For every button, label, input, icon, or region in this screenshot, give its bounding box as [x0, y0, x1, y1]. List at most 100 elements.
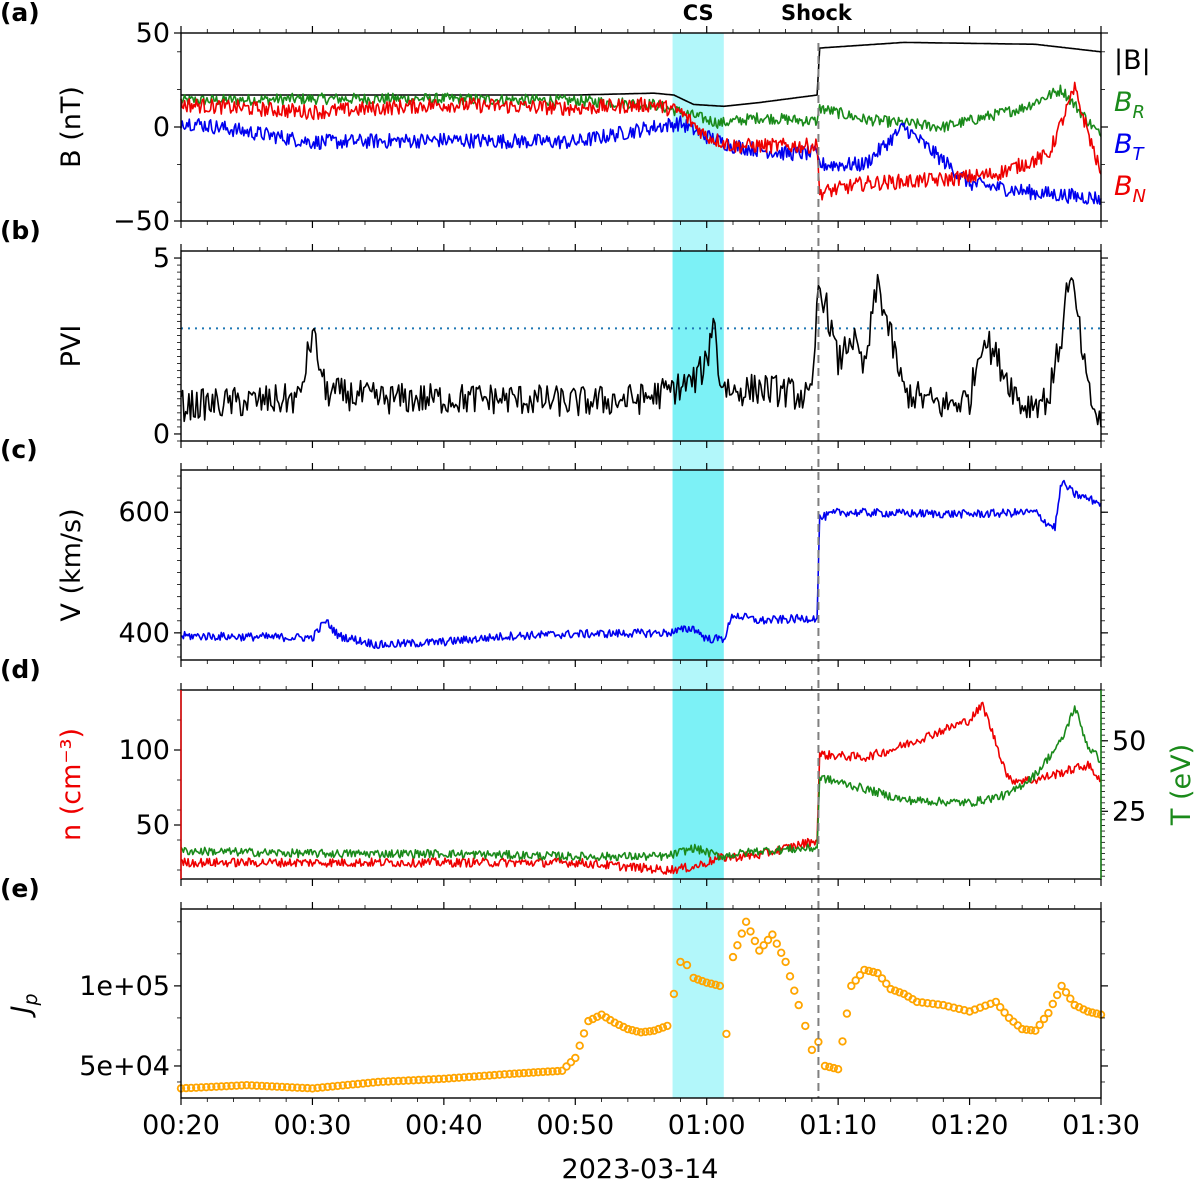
jp-point: [628, 1025, 637, 1035]
jp-point: [485, 1071, 494, 1080]
x-tick-label: 01:10: [799, 1110, 877, 1141]
x-tick-label: 00:30: [274, 1110, 352, 1141]
jp-point: [1061, 988, 1071, 997]
jp-point: [514, 1069, 524, 1078]
shock-annotation: Shock: [781, 1, 853, 25]
jp-point: [277, 1082, 287, 1092]
jp-point: [614, 1020, 624, 1030]
jp-point: [912, 997, 922, 1007]
jp-point: [212, 1082, 221, 1091]
jp-point: [414, 1075, 423, 1085]
y-axis-label-a: B (nT): [56, 86, 87, 168]
x-tick-label: 00:40: [405, 1110, 483, 1141]
jp-point: [394, 1076, 403, 1086]
series-a-bn: [180, 81, 1102, 201]
jp-point: [434, 1074, 443, 1084]
jp-point: [444, 1074, 454, 1083]
y-tick-label-d: 50: [1112, 726, 1146, 757]
jp-point: [470, 1072, 479, 1081]
y-tick-label-e: 5e+04: [79, 1051, 170, 1082]
jp-point: [439, 1074, 449, 1083]
jp-point: [562, 1062, 571, 1071]
y-tick-label-c: 400: [118, 618, 170, 649]
cs-band-panel-e: [672, 909, 724, 1098]
jp-point: [490, 1070, 499, 1080]
jp-point: [632, 1027, 641, 1036]
jp-point: [1066, 994, 1075, 1003]
jp-point: [933, 1000, 943, 1009]
y-axis-label-b: PVI: [56, 325, 87, 368]
jp-point: [288, 1083, 297, 1092]
jp-point: [575, 1041, 584, 1050]
jp-point: [202, 1082, 211, 1092]
jp-point: [368, 1078, 378, 1087]
y-tick-label-e: 1e+05: [79, 971, 170, 1002]
jp-point: [886, 984, 895, 994]
jp-point: [373, 1077, 383, 1087]
jp-point: [449, 1073, 459, 1083]
x-tick-label: 01:30: [1062, 1110, 1140, 1141]
jp-point: [529, 1068, 538, 1077]
jp-point: [855, 971, 865, 980]
jp-point: [794, 1000, 803, 1010]
jp-point: [459, 1073, 469, 1082]
jp-point: [944, 1002, 953, 1011]
series-a-bt: [180, 115, 1102, 205]
jp-point: [772, 939, 781, 948]
jp-point: [313, 1083, 322, 1093]
jp-point: [424, 1075, 433, 1084]
jp-point: [918, 998, 927, 1007]
jp-point: [384, 1077, 393, 1086]
jp-point: [348, 1080, 358, 1089]
jp-point: [746, 927, 755, 936]
jp-point: [557, 1066, 567, 1075]
jp-point: [543, 1067, 552, 1076]
panel-letter-b: (b): [0, 216, 41, 245]
jp-point: [389, 1076, 398, 1086]
jp-point: [676, 957, 685, 967]
jp-point: [1074, 1003, 1084, 1012]
jp-point: [222, 1081, 231, 1091]
legend-entry-t: BT: [1114, 129, 1146, 165]
panel-frame-e: [180, 908, 1102, 1099]
jp-point: [217, 1082, 226, 1091]
jp-point: [801, 1021, 810, 1031]
jp-point: [829, 1063, 838, 1073]
jp-point: [1035, 1020, 1044, 1030]
jp-point: [741, 917, 751, 926]
jp-point: [619, 1022, 628, 1032]
jp-point: [882, 979, 891, 988]
jp-point: [262, 1081, 272, 1091]
y-tick-label-b: 0: [153, 419, 170, 450]
jp-point: [759, 941, 768, 950]
x-tick-label: 00:20: [142, 1110, 220, 1141]
jp-point: [658, 1023, 668, 1032]
jp-point: [1070, 1000, 1079, 1010]
jp-point: [593, 1012, 602, 1021]
panel-frame-c: [180, 469, 1102, 661]
jp-point: [257, 1081, 267, 1091]
y-tick-label-a: 50: [136, 18, 170, 49]
jp-point: [623, 1024, 633, 1034]
y-tick-label-d: 25: [1112, 796, 1146, 827]
jp-point: [833, 1064, 843, 1074]
jp-point: [579, 1029, 589, 1038]
x-tick-label: 01:20: [931, 1110, 1009, 1141]
jp-point: [186, 1083, 196, 1093]
legend-entry-r: BR: [1114, 87, 1145, 123]
panel-frame-b: [180, 250, 1102, 442]
jp-point: [711, 980, 720, 989]
jp-point: [869, 967, 878, 977]
jp-point: [207, 1082, 216, 1092]
jp-point: [669, 989, 679, 999]
jp-point: [1087, 1008, 1097, 1017]
jp-point: [923, 999, 932, 1008]
jp-point: [750, 936, 760, 946]
jp-point: [838, 1037, 847, 1046]
jp-point: [409, 1076, 418, 1085]
jp-point: [877, 974, 887, 983]
panel-letter-c: (c): [0, 435, 38, 464]
jp-point: [571, 1053, 580, 1063]
jp-point: [519, 1068, 529, 1078]
cs-band-panel-b: [672, 251, 724, 441]
